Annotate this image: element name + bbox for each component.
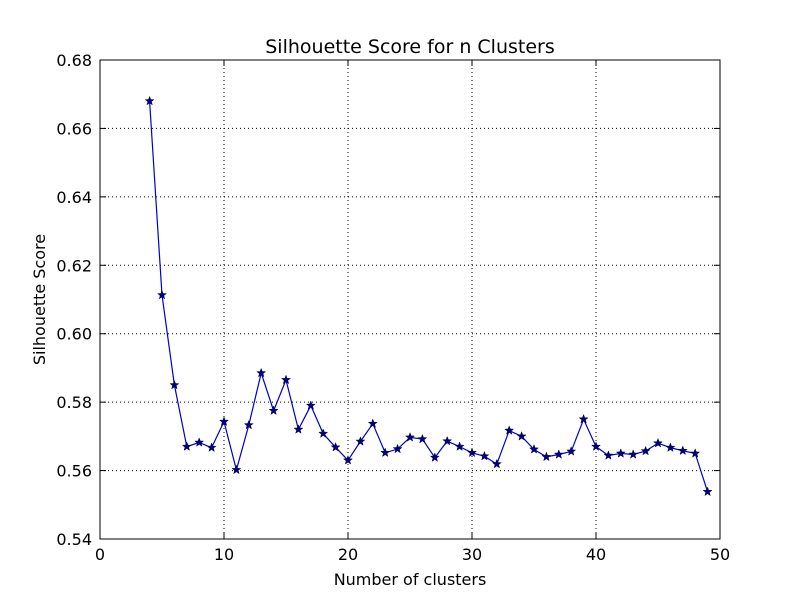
data-point-star [181, 441, 192, 451]
y-tick-label: 0.56 [56, 462, 92, 481]
data-point-star [665, 442, 676, 452]
data-point-star [615, 448, 626, 458]
data-point-star [677, 445, 688, 456]
series-line [149, 101, 709, 492]
data-point-star [404, 432, 416, 442]
data-point-star [702, 486, 713, 497]
data-point-star [293, 424, 304, 434]
data-point-star [454, 441, 465, 451]
data-point-star [566, 446, 577, 456]
data-point-star [603, 450, 614, 460]
y-tick-label: 0.58 [56, 393, 92, 412]
series-silhouette [144, 95, 713, 497]
data-point-star [206, 442, 217, 452]
data-point-star [231, 464, 242, 475]
data-point-star [156, 289, 168, 300]
data-point-star [553, 449, 564, 459]
data-point-star [504, 425, 515, 435]
data-point-star [479, 450, 490, 461]
data-point-star [355, 436, 366, 446]
data-point-star [578, 413, 589, 424]
y-tick-label: 0.68 [56, 51, 92, 70]
y-tick-label: 0.54 [56, 530, 92, 549]
data-point-star [342, 454, 354, 465]
x-tick-label: 0 [95, 545, 105, 564]
y-tick-label: 0.62 [56, 256, 92, 275]
y-tick-label: 0.60 [56, 325, 92, 344]
data-point-star [417, 433, 428, 444]
data-point-star [380, 447, 391, 458]
data-point-star [442, 435, 453, 446]
data-point-star [541, 451, 552, 462]
y-tick-label: 0.64 [56, 188, 92, 207]
data-point-star [466, 447, 478, 458]
data-point-star [516, 431, 527, 441]
data-point-star [318, 428, 329, 438]
data-point-star [169, 379, 180, 390]
data-point-star [690, 448, 701, 458]
data-point-star [590, 441, 602, 451]
data-point-star [218, 416, 230, 426]
data-point-star [628, 449, 639, 459]
data-point-star [640, 445, 651, 456]
x-tick-label: 10 [214, 545, 234, 564]
y-tick-label: 0.66 [56, 119, 92, 138]
x-axis-label: Number of clusters [334, 570, 487, 589]
chart-title: Silhouette Score for n Clusters [265, 36, 554, 58]
data-point-star [491, 458, 502, 469]
data-point-star [305, 400, 316, 410]
data-point-star [528, 444, 540, 454]
axis-ticks: 0 10 20 30 40 50 0.54 0.56 0.58 0.60 0.62 0.64 0.66 0… [56, 51, 730, 564]
plot-frame [99, 59, 721, 540]
data-point-star [256, 367, 267, 378]
x-tick-label: 30 [462, 545, 482, 564]
y-axis-label: Silhouette Score [30, 234, 49, 365]
data-point-star [367, 418, 378, 429]
data-point-star [429, 452, 440, 462]
data-point-star [392, 443, 403, 454]
data-point-star [194, 437, 205, 447]
plot-background [100, 60, 720, 539]
data-point-star [280, 374, 292, 385]
data-point-star [268, 405, 279, 416]
x-tick-label: 20 [338, 545, 358, 564]
data-point-star [144, 95, 155, 106]
data-point-star [652, 437, 664, 448]
x-tick-label: 40 [586, 545, 606, 564]
x-tick-label: 50 [710, 545, 730, 564]
data-point-star [243, 419, 254, 430]
data-point-star [330, 441, 341, 452]
